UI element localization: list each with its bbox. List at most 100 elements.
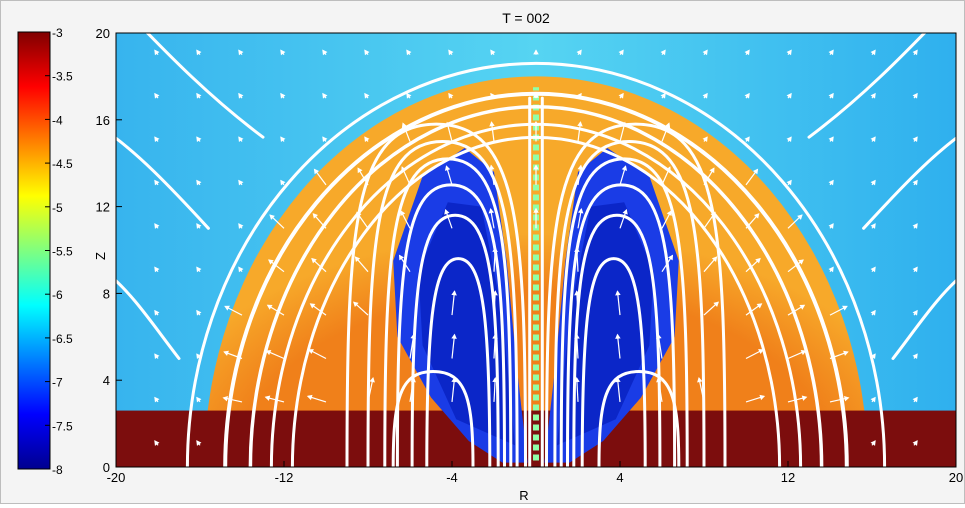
velocity-arrow-33 — [269, 214, 285, 229]
loop-line-1 — [366, 139, 519, 467]
velocity-arrow-135 — [786, 49, 792, 56]
velocity-arrow-159 — [912, 266, 918, 273]
cavity-core-region — [418, 202, 654, 446]
velocity-arrow-161 — [912, 179, 918, 186]
velocity-arrow-86 — [574, 333, 580, 359]
colorbar-tick-label-10: -8 — [52, 463, 63, 477]
velocity-arrow-151 — [870, 179, 876, 186]
velocity-arrow-48 — [353, 301, 369, 316]
velocity-arrow-92 — [576, 92, 582, 99]
velocity-arrow-24 — [238, 223, 244, 229]
x-tick-label-2: -4 — [446, 470, 458, 485]
velocity-arrow-132 — [786, 179, 792, 186]
velocity-arrow-65 — [451, 290, 457, 316]
x-tick-label-5: 20 — [949, 470, 963, 485]
velocity-arrow-63 — [451, 376, 457, 402]
velocity-arrow-149 — [870, 266, 876, 273]
velocity-arrow-102 — [656, 376, 663, 402]
velocity-arrow-41 — [311, 257, 327, 273]
field-line-0 — [185, 61, 887, 467]
x-tick-label-3: 4 — [616, 470, 623, 485]
velocity-arrow-155 — [912, 440, 918, 446]
velocity-arrow-134 — [786, 92, 792, 99]
velocity-arrow-117 — [702, 49, 708, 56]
loop-line-7 — [545, 122, 727, 467]
velocity-arrow-121 — [745, 257, 761, 273]
velocity-arrow-58 — [400, 210, 411, 229]
velocity-arrow-104 — [661, 254, 674, 273]
velocity-arrow-146 — [870, 396, 876, 403]
velocity-arrow-122 — [745, 213, 760, 229]
velocity-arrow-26 — [238, 136, 244, 143]
velocity-arrow-32 — [268, 259, 285, 273]
velocity-arrow-28 — [238, 49, 244, 56]
velocity-arrow-147 — [870, 353, 876, 360]
velocity-arrow-21 — [223, 350, 243, 360]
colorbar-ticks: -3 -3.5 -4 -4.5 -5 -5.5 -6 -6.5 -7 -7.5 -8 — [45, 26, 73, 477]
velocity-arrow-37 — [280, 49, 286, 56]
velocity-arrow-118 — [745, 394, 766, 403]
y-axis-label: Z — [93, 252, 108, 260]
velocity-arrow-36 — [280, 92, 286, 99]
loop-line-6 — [391, 370, 475, 467]
velocity-arrow-29 — [264, 395, 285, 403]
velocity-arrow-77 — [489, 121, 495, 142]
velocity-arrow-25 — [238, 179, 244, 186]
velocity-arrow-93 — [576, 49, 582, 56]
velocity-arrow-66 — [444, 208, 453, 229]
field-line-2 — [248, 105, 824, 467]
velocity-arrow-81 — [533, 164, 539, 185]
velocity-arrow-43 — [313, 168, 327, 186]
velocity-arrow-103 — [656, 333, 663, 359]
velocity-arrow-115 — [702, 136, 708, 143]
chart-title: T = 002 — [502, 10, 550, 26]
velocity-arrow-91 — [577, 121, 583, 142]
velocity-arrow-7 — [154, 136, 160, 143]
velocity-arrow-46 — [322, 49, 328, 56]
velocity-arrow-72 — [492, 333, 498, 359]
velocity-arrow-68 — [445, 121, 453, 142]
velocity-arrow-49 — [354, 256, 369, 273]
velocity-arrow-1 — [154, 396, 160, 403]
velocity-arrow-100 — [618, 92, 624, 99]
loop-line-3 — [395, 183, 506, 467]
loop-line-8 — [553, 139, 706, 467]
y-tick-label-0: 0 — [103, 460, 110, 475]
velocity-arrow-20 — [222, 395, 243, 403]
velocity-arrow-145 — [870, 440, 876, 446]
velocity-arrow-51 — [357, 167, 369, 186]
x-tick-label-4: 12 — [781, 470, 795, 485]
y-tick-label-1: 4 — [103, 373, 110, 388]
velocity-arrow-114 — [703, 167, 715, 186]
velocity-arrow-18 — [196, 92, 202, 99]
velocity-arrow-67 — [444, 165, 453, 186]
velocity-arrow-142 — [828, 136, 834, 143]
velocity-arrow-78 — [490, 92, 496, 99]
velocity-arrow-75 — [488, 208, 495, 229]
velocity-arrow-125 — [744, 92, 750, 99]
velocity-arrow-89 — [577, 208, 584, 229]
velocity-arrow-55 — [409, 376, 416, 402]
loop-line-0 — [345, 122, 527, 467]
colorbar-tick-label-3: -4.5 — [52, 157, 73, 171]
velocity-arrow-53 — [364, 92, 370, 99]
velocity-arrow-54 — [364, 49, 370, 56]
velocity-arrow-137 — [829, 350, 849, 360]
velocity-arrow-87 — [574, 290, 580, 316]
velocity-arrow-0 — [154, 440, 160, 446]
velocity-arrow-111 — [703, 301, 719, 316]
colorbar-tick-label-1: -3.5 — [52, 70, 73, 84]
velocity-arrow-140 — [828, 223, 834, 229]
velocity-arrow-110 — [697, 377, 705, 403]
velocity-arrow-153 — [870, 92, 876, 99]
velocity-arrow-17 — [196, 136, 202, 143]
velocity-arrow-6 — [154, 179, 160, 186]
colorbar-tick-label-0: -3 — [52, 26, 63, 40]
open-line-c1 — [891, 278, 956, 360]
velocity-arrow-90 — [577, 164, 584, 185]
loop-line-10 — [566, 183, 677, 467]
velocity-arrow-39 — [308, 349, 327, 360]
velocity-arrow-16 — [196, 179, 202, 186]
velocity-arrow-88 — [574, 246, 580, 272]
velocity-arrow-141 — [828, 179, 834, 186]
